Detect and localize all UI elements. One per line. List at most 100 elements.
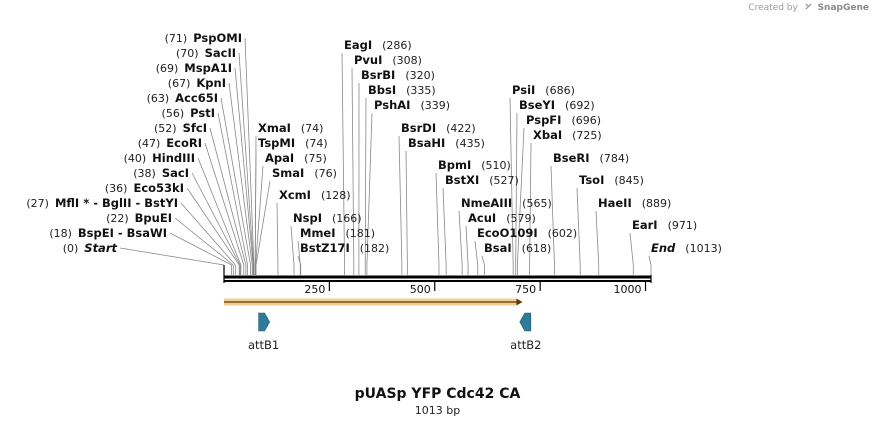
site-label-bsai[interactable]: BsaI (618) bbox=[484, 241, 551, 255]
site-line-apai bbox=[255, 165, 264, 266]
site-position-bstz17i: (182) bbox=[360, 242, 390, 255]
site-label-bstz17i[interactable]: BstZ17I (182) bbox=[300, 241, 389, 255]
site-position-bspei-bsawi: (18) bbox=[49, 227, 72, 240]
site-position-ecoo109i: (602) bbox=[548, 227, 578, 240]
site-line-nspi bbox=[290, 225, 295, 266]
site-name-bpuei: BpuEI bbox=[135, 211, 172, 225]
site-position-bsrdi: (422) bbox=[446, 122, 476, 135]
site-label-psti[interactable]: (56) PstI bbox=[162, 106, 215, 120]
site-position-bsai: (618) bbox=[522, 242, 552, 255]
site-label-bseyi[interactable]: BseYI (692) bbox=[519, 98, 595, 112]
site-position-mspa1i: (69) bbox=[156, 62, 179, 75]
site-label-sacii[interactable]: (70) SacII bbox=[176, 46, 236, 60]
site-line-acui bbox=[465, 225, 469, 266]
site-name-psii: PsiI bbox=[512, 83, 535, 97]
site-label-pspomi[interactable]: (71) PspOMI bbox=[165, 31, 242, 45]
site-name-saci: SacI bbox=[162, 166, 189, 180]
ruler-label-500: 500 bbox=[410, 283, 431, 296]
site-name-bpmi: BpmI bbox=[438, 158, 471, 172]
site-label-pspfi[interactable]: PspFI (696) bbox=[526, 113, 601, 127]
site-position-sfci: (52) bbox=[154, 122, 177, 135]
site-line-psti bbox=[217, 112, 248, 266]
site-line-nmeaiii bbox=[458, 210, 463, 266]
site-line-mfli-bglii-bstyi bbox=[180, 202, 236, 266]
site-label-bsahi[interactable]: BsaHI (435) bbox=[408, 136, 485, 150]
site-label-psii[interactable]: PsiI (686) bbox=[512, 83, 575, 97]
site-label-xmai[interactable]: XmaI (74) bbox=[258, 121, 323, 135]
feature-attb1-arrow-icon[interactable] bbox=[258, 312, 270, 332]
ruler: 250 500 750 1000 bbox=[304, 281, 647, 296]
site-label-mmei[interactable]: MmeI (181) bbox=[300, 226, 375, 240]
site-position-tsoi: (845) bbox=[614, 174, 644, 187]
site-line-acc65i bbox=[220, 97, 251, 266]
site-label-start[interactable]: (0) Start bbox=[63, 241, 118, 255]
site-line-bpuei bbox=[174, 217, 234, 266]
site-label-haeii[interactable]: HaeII (889) bbox=[598, 196, 671, 210]
site-label-mspa1i[interactable]: (69) MspA1I bbox=[156, 61, 232, 75]
site-name-apai: ApaI bbox=[265, 151, 294, 165]
site-position-end: (1013) bbox=[685, 242, 722, 255]
snapgene-logo-icon bbox=[805, 3, 812, 10]
site-line-psii bbox=[509, 97, 514, 266]
feature-label-attb1[interactable]: attB1 bbox=[248, 338, 279, 352]
site-label-ecoo109i[interactable]: EcoO109I (602) bbox=[477, 226, 577, 240]
site-label-end[interactable]: End (1013) bbox=[651, 241, 722, 255]
site-line-ecori bbox=[204, 142, 245, 266]
site-label-xcmi[interactable]: XcmI (128) bbox=[279, 188, 351, 202]
site-label-xbai[interactable]: XbaI (725) bbox=[533, 128, 602, 142]
site-name-psti: PstI bbox=[190, 106, 215, 120]
site-label-sfci[interactable]: (52) SfcI bbox=[154, 121, 207, 135]
site-label-bseri[interactable]: BseRI (784) bbox=[553, 151, 629, 165]
site-name-bspei-bsawi: BspEI - BsaWI bbox=[78, 226, 167, 240]
site-name-tsoi: TsoI bbox=[579, 173, 604, 187]
site-name-bbsi: BbsI bbox=[368, 83, 396, 97]
site-position-psii: (686) bbox=[545, 84, 575, 97]
site-label-saci[interactable]: (38) SacI bbox=[133, 166, 189, 180]
site-name-pspomi: PspOMI bbox=[193, 31, 242, 45]
site-position-acc65i: (63) bbox=[147, 92, 170, 105]
site-name-mspa1i: MspA1I bbox=[184, 61, 232, 75]
site-line-smai bbox=[255, 180, 271, 266]
site-label-bstxi[interactable]: BstXI (527) bbox=[445, 173, 519, 187]
site-position-start: (0) bbox=[63, 242, 79, 255]
snapgene-credit: Created by SnapGene bbox=[748, 2, 869, 13]
site-label-pshai[interactable]: PshAI (339) bbox=[374, 98, 450, 112]
site-label-eagi[interactable]: EagI (286) bbox=[344, 38, 412, 52]
site-label-bpuei[interactable]: (22) BpuEI bbox=[106, 211, 172, 225]
site-label-smai[interactable]: SmaI (76) bbox=[272, 166, 337, 180]
site-label-bbsi[interactable]: BbsI (335) bbox=[368, 83, 436, 97]
site-label-tspmi[interactable]: TspMI (74) bbox=[258, 136, 328, 150]
site-position-eagi: (286) bbox=[382, 39, 412, 52]
site-label-kpni[interactable]: (67) KpnI bbox=[168, 76, 226, 90]
site-label-tsoi[interactable]: TsoI (845) bbox=[579, 173, 644, 187]
site-position-hindiii: (40) bbox=[124, 152, 147, 165]
site-label-acc65i[interactable]: (63) Acc65I bbox=[147, 91, 218, 105]
site-label-apai[interactable]: ApaI (75) bbox=[265, 151, 327, 165]
site-label-bsrbi[interactable]: BsrBI (320) bbox=[361, 68, 435, 82]
site-line-pspomi bbox=[244, 37, 255, 266]
site-label-nspi[interactable]: NspI (166) bbox=[293, 211, 362, 225]
site-label-bsrdi[interactable]: BsrDI (422) bbox=[401, 121, 476, 135]
site-label-acui[interactable]: AcuI (579) bbox=[468, 211, 536, 225]
site-line-sfci bbox=[209, 127, 247, 266]
site-label-nmeaiii[interactable]: NmeAIII (565) bbox=[461, 196, 552, 210]
site-label-mfli-bglii-bstyi[interactable]: (27) MflI * - BglII - BstYI bbox=[26, 196, 178, 210]
site-name-xmai: XmaI bbox=[258, 121, 291, 135]
site-position-mmei: (181) bbox=[346, 227, 376, 240]
site-line-bbsi bbox=[364, 97, 367, 266]
site-line-bsahi bbox=[405, 150, 408, 266]
site-label-hindiii[interactable]: (40) HindIII bbox=[124, 151, 195, 165]
site-label-eari[interactable]: EarI (971) bbox=[632, 218, 697, 232]
feature-attb2-arrow-icon[interactable] bbox=[519, 312, 532, 332]
feature-label-attb2[interactable]: attB2 bbox=[510, 338, 541, 352]
site-name-sacii: SacII bbox=[205, 46, 236, 60]
site-label-eco53ki[interactable]: (36) Eco53kI bbox=[105, 181, 184, 195]
site-label-bspei-bsawi[interactable]: (18) BspEI - BsaWI bbox=[49, 226, 167, 240]
site-label-ecori[interactable]: (47) EcoRI bbox=[138, 136, 202, 150]
site-line-eagi bbox=[341, 52, 345, 266]
site-label-bpmi[interactable]: BpmI (510) bbox=[438, 158, 511, 172]
site-name-bsai: BsaI bbox=[484, 241, 512, 255]
site-label-pvui[interactable]: PvuI (308) bbox=[354, 53, 422, 67]
site-line-kpni bbox=[228, 82, 253, 266]
site-position-pspfi: (696) bbox=[571, 114, 601, 127]
